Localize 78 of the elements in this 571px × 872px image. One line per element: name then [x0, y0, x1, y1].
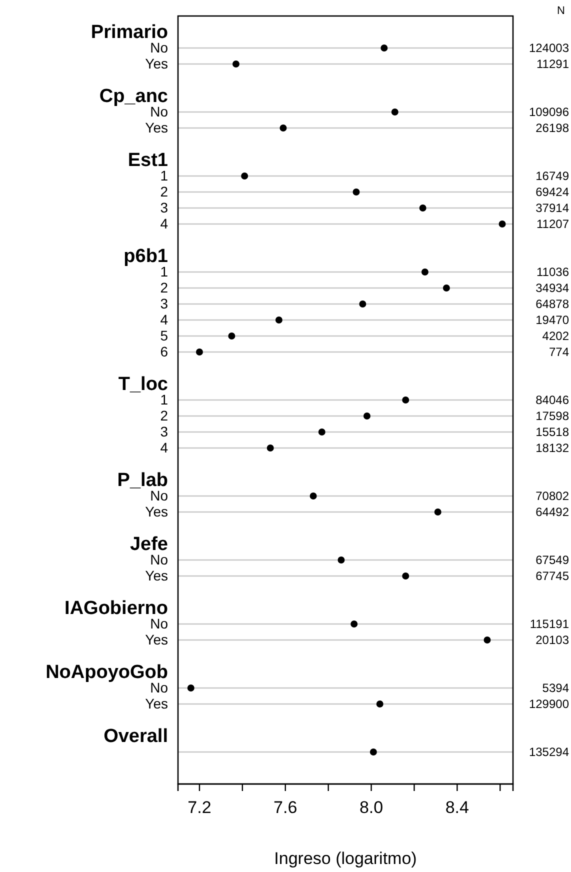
- x-tick-label: 8.0: [359, 798, 384, 818]
- y-tick-label: 2: [160, 183, 168, 200]
- y-tick-label: 6: [160, 343, 168, 360]
- y2-tick-label: 84046: [536, 392, 570, 407]
- x-axis-title: Ingreso (logaritmo): [274, 849, 417, 868]
- point: [402, 396, 410, 404]
- point: [370, 748, 377, 756]
- y-tick-label: Yes: [145, 631, 168, 648]
- point: [350, 620, 358, 628]
- y-tick-label: 3: [160, 295, 168, 312]
- point: [232, 60, 240, 68]
- y2-tick-label: 70802: [536, 488, 570, 503]
- point: [376, 700, 384, 708]
- point: [434, 508, 442, 516]
- y2-tick-label: 115191: [530, 616, 570, 631]
- y2-tick-label: 67549: [536, 552, 570, 567]
- y2-tick-label: 64878: [536, 296, 570, 311]
- y-tick-label: Yes: [145, 695, 168, 712]
- point: [310, 492, 317, 500]
- y2-tick-label: 135294: [528, 744, 570, 759]
- y2-tick-label: 16749: [536, 168, 570, 183]
- y2-axis-title: N: [557, 5, 566, 17]
- y2-tick-label: 11036: [536, 264, 570, 279]
- y-tick-label: 4: [160, 439, 168, 456]
- x-tick-label: 7.2: [188, 798, 212, 818]
- y-tick-label: 3: [160, 199, 168, 216]
- y2-tick-label: 15518: [536, 424, 570, 439]
- point: [266, 444, 274, 452]
- point: [380, 44, 388, 52]
- y2-tick-label: 69424: [536, 184, 570, 199]
- point: [187, 684, 194, 692]
- y-tick-label: Yes: [145, 119, 168, 136]
- y2-tick-label: 11291: [536, 56, 570, 71]
- y-tick-label: 5: [160, 327, 168, 344]
- point: [196, 348, 203, 356]
- y2-tick-label: 5394: [542, 680, 570, 695]
- y2-tick-label: 37914: [536, 200, 570, 215]
- y2-tick-label: 34934: [536, 280, 570, 295]
- point: [318, 428, 326, 436]
- point: [280, 124, 287, 132]
- y2-tick-label: 64492: [536, 504, 570, 519]
- point: [419, 204, 426, 212]
- y-tick-label: Yes: [145, 503, 168, 520]
- point: [484, 636, 491, 644]
- point: [442, 284, 450, 292]
- y-tick-label: 4: [160, 215, 168, 232]
- point: [421, 268, 428, 276]
- y2-tick-label: 109096: [528, 104, 570, 119]
- point: [241, 172, 248, 180]
- y-tick-label: 2: [160, 279, 168, 296]
- point: [228, 332, 236, 340]
- y-tick-label: Yes: [145, 55, 168, 72]
- y2-tick-label: 18132: [536, 440, 570, 455]
- x-tick-label: 7.6: [274, 798, 298, 818]
- y2-tick-label: 17598: [536, 408, 570, 423]
- y2-tick-label: 20103: [536, 632, 570, 647]
- x-tick-label: 8.4: [445, 798, 469, 818]
- point: [338, 556, 345, 564]
- y-tick-label: 2: [160, 407, 168, 424]
- y2-tick-label: 11207: [536, 216, 570, 231]
- y2-tick-label: 124003: [528, 40, 570, 55]
- y2-tick-label: 4202: [542, 328, 570, 343]
- point: [352, 188, 360, 196]
- y2-tick-label: 26198: [536, 120, 570, 135]
- point: [498, 220, 506, 228]
- y-tick-label: 4: [160, 311, 168, 328]
- y-tick-label: 3: [160, 423, 168, 440]
- point: [359, 300, 366, 308]
- y2-tick-label: 67745: [536, 568, 570, 583]
- y2-tick-label: 774: [548, 344, 570, 359]
- point: [402, 572, 410, 580]
- y2-tick-label: 129900: [528, 696, 570, 711]
- y-tick-label: Overall: [104, 726, 168, 748]
- y-tick-label: Yes: [145, 567, 168, 584]
- y2-tick-label: 19470: [536, 312, 570, 327]
- point: [363, 412, 370, 420]
- point: [275, 316, 282, 324]
- point: [391, 108, 398, 116]
